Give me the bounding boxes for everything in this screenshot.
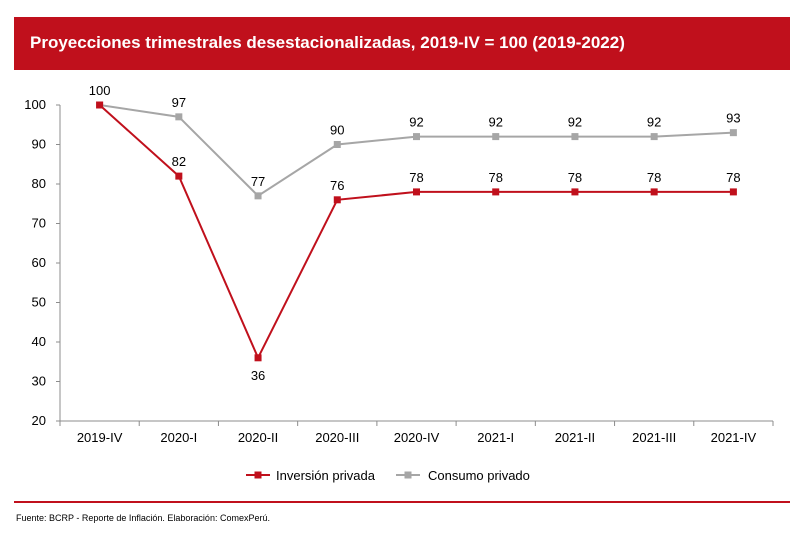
data-point xyxy=(729,188,737,196)
data-point xyxy=(492,133,500,141)
source-note: Fuente: BCRP - Reporte de Inflación. Ela… xyxy=(16,513,270,523)
legend-label: Consumo privado xyxy=(428,468,530,483)
data-point xyxy=(571,188,579,196)
data-point xyxy=(175,113,183,121)
data-label: 36 xyxy=(251,368,265,383)
data-point xyxy=(333,196,341,204)
data-label: 82 xyxy=(172,154,186,169)
data-point xyxy=(254,192,262,200)
x-tick-label: 2021-II xyxy=(555,430,595,445)
data-label: 92 xyxy=(568,115,582,130)
data-label: 78 xyxy=(726,170,740,185)
data-point xyxy=(650,133,658,141)
data-label: 97 xyxy=(172,95,186,110)
y-tick-label: 20 xyxy=(32,413,46,428)
y-tick-label: 30 xyxy=(32,374,46,389)
x-tick-label: 2020-III xyxy=(315,430,359,445)
y-tick-label: 50 xyxy=(32,295,46,310)
y-tick-label: 60 xyxy=(32,255,46,270)
data-label: 93 xyxy=(726,111,740,126)
x-tick-label: 2020-II xyxy=(238,430,278,445)
data-label: 77 xyxy=(251,174,265,189)
chart-title: Proyecciones trimestrales desestacionali… xyxy=(30,33,625,52)
legend-label: Inversión privada xyxy=(276,468,376,483)
x-tick-label: 2021-III xyxy=(632,430,676,445)
x-tick-label: 2019-IV xyxy=(77,430,123,445)
x-tick-label: 2021-I xyxy=(477,430,514,445)
data-point xyxy=(492,188,500,196)
data-label: 92 xyxy=(409,115,423,130)
data-point xyxy=(413,188,420,196)
data-label: 76 xyxy=(330,178,344,193)
data-point xyxy=(254,354,262,362)
y-tick-label: 100 xyxy=(24,97,46,112)
data-label: 92 xyxy=(488,115,502,130)
legend-marker xyxy=(254,471,262,479)
data-point xyxy=(175,172,183,180)
data-point xyxy=(333,141,341,148)
data-label: 92 xyxy=(647,115,661,130)
data-label: 78 xyxy=(647,170,661,185)
data-label: 78 xyxy=(488,170,502,185)
line-chart: 20 30 40 50 60 70 80 90 100 2019-IV 2020-I 2020-II 2… xyxy=(24,83,774,483)
data-point xyxy=(571,133,579,141)
y-tick-label: 90 xyxy=(32,137,46,152)
title-bar: Proyecciones trimestrales desestacionali… xyxy=(14,17,790,70)
x-tick-label: 2020-IV xyxy=(394,430,440,445)
legend-marker xyxy=(404,471,412,479)
data-point xyxy=(96,101,104,109)
y-tick-label: 80 xyxy=(32,176,46,191)
data-label: 90 xyxy=(330,123,344,138)
data-point xyxy=(413,133,420,141)
x-tick-label: 2021-IV xyxy=(711,430,757,445)
series-line-inversion xyxy=(98,104,734,361)
y-tick-label: 70 xyxy=(32,216,46,231)
x-tick-label: 2020-I xyxy=(160,430,197,445)
footer-divider xyxy=(14,501,790,503)
data-label: 78 xyxy=(409,170,423,185)
data-point xyxy=(650,188,658,196)
data-point xyxy=(729,129,737,137)
data-label: 78 xyxy=(568,170,582,185)
data-label: 100 xyxy=(89,83,111,98)
y-tick-label: 40 xyxy=(32,334,46,349)
